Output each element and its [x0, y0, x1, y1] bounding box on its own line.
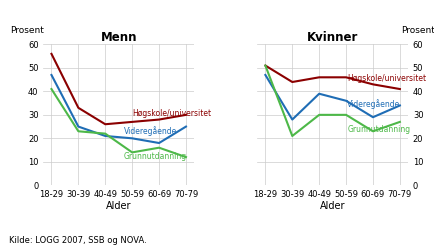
Title: Kvinner: Kvinner [307, 31, 358, 44]
Text: Høgskole/universitet: Høgskole/universitet [132, 109, 211, 118]
Text: Prosent: Prosent [401, 26, 434, 35]
Text: Grunnutdanning: Grunnutdanning [124, 152, 187, 162]
Text: Videregående: Videregående [124, 126, 178, 136]
X-axis label: Alder: Alder [106, 201, 132, 210]
Text: Kilde: LOGG 2007, SSB og NOVA.: Kilde: LOGG 2007, SSB og NOVA. [9, 236, 146, 245]
Text: Høgskole/universitet: Høgskole/universitet [348, 74, 427, 83]
Text: Grunnutdanning: Grunnutdanning [348, 125, 411, 134]
Text: Videregående: Videregående [348, 99, 401, 109]
Text: Prosent: Prosent [10, 26, 44, 35]
X-axis label: Alder: Alder [320, 201, 345, 210]
Title: Menn: Menn [101, 31, 137, 44]
